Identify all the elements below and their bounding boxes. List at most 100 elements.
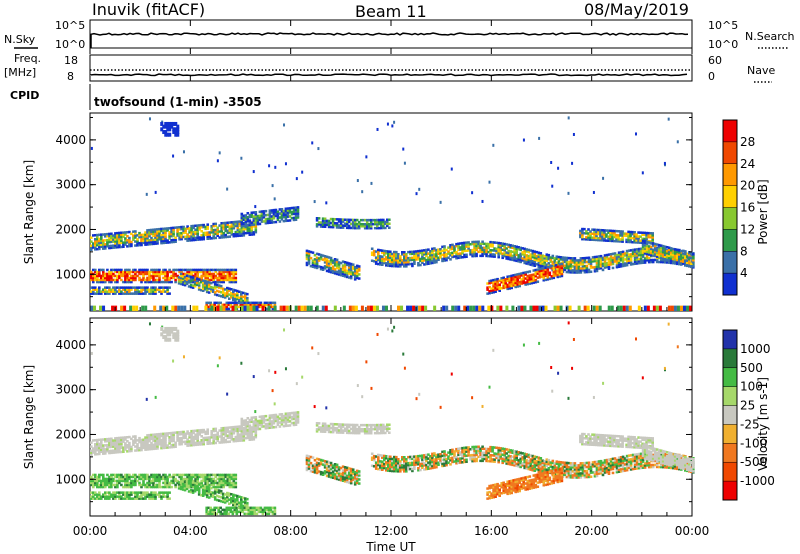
power-cell — [649, 260, 653, 264]
power-cell — [230, 276, 234, 280]
power-cell — [475, 254, 478, 258]
power-cell — [210, 278, 213, 282]
power-cell — [136, 238, 139, 241]
power-cell — [180, 268, 183, 272]
power-cell — [665, 246, 669, 249]
power-cell — [118, 290, 121, 293]
velocity-cell — [391, 465, 394, 469]
power-cell — [502, 278, 505, 281]
velocity-cell — [216, 435, 219, 438]
power-cell — [337, 263, 341, 266]
power-cell — [240, 305, 244, 311]
velocity-cell — [379, 466, 382, 469]
velocity-cell — [367, 428, 371, 431]
power-cell — [142, 278, 145, 282]
power-cell — [349, 268, 353, 272]
velocity-cell — [333, 427, 337, 430]
velocity-cell — [220, 439, 223, 442]
power-cell — [423, 259, 426, 262]
velocity-cell — [491, 454, 494, 457]
power-cell — [649, 234, 652, 237]
power-cell — [110, 276, 113, 280]
power-cell — [429, 260, 432, 263]
power-cell — [647, 235, 650, 239]
power-cell — [170, 240, 173, 244]
power-cell — [226, 276, 230, 280]
velocity-cell — [242, 421, 246, 424]
power-cell — [126, 241, 129, 244]
power-cell — [280, 216, 284, 219]
power-cell — [435, 258, 438, 262]
power-cell — [688, 262, 691, 265]
power-cell — [409, 250, 412, 254]
power-cell — [370, 251, 374, 254]
power-cell — [529, 261, 533, 264]
velocity-cell — [268, 426, 272, 429]
power-cell — [499, 244, 502, 247]
power-cell — [619, 238, 622, 241]
power-cell — [250, 215, 254, 218]
power-cell — [283, 123, 286, 127]
power-cell — [132, 278, 135, 282]
velocity-cell — [353, 429, 357, 433]
power-cell — [160, 286, 163, 289]
power-cell — [403, 265, 406, 268]
velocity-cell — [296, 415, 300, 418]
velocity-cell — [90, 441, 93, 444]
power-cell — [684, 258, 687, 262]
power-cell — [116, 280, 119, 284]
power-cell — [453, 245, 456, 248]
power-cell — [671, 255, 675, 259]
velocity-cell — [232, 440, 236, 443]
velocity-cell — [381, 464, 384, 467]
power-cell — [273, 303, 277, 307]
velocity-cell — [417, 467, 420, 470]
power-cell — [506, 277, 509, 281]
power-cell — [238, 230, 242, 233]
velocity-cell — [501, 449, 504, 452]
velocity-cell — [170, 433, 173, 437]
velocity-cell — [202, 442, 205, 446]
velocity-cell — [108, 449, 111, 453]
power-cell — [475, 252, 478, 256]
power-cell — [164, 276, 167, 280]
power-cell — [226, 268, 230, 272]
velocity-cell — [232, 427, 236, 431]
power-cell — [609, 237, 612, 241]
velocity-cell — [234, 425, 238, 429]
power-cell — [400, 305, 404, 311]
power-cell — [220, 274, 223, 278]
velocity-cell — [371, 427, 375, 431]
power-cell — [154, 274, 157, 278]
power-cell — [196, 226, 199, 229]
power-cell — [184, 227, 187, 230]
power-cell — [449, 246, 452, 249]
power-cell — [617, 253, 621, 256]
velocity-cell — [527, 459, 531, 463]
power-cell — [621, 232, 624, 235]
velocity-cell — [389, 457, 392, 460]
power-cell — [140, 286, 143, 289]
velocity-cell — [409, 455, 412, 459]
power-cell — [421, 255, 424, 258]
velocity-cell — [100, 438, 103, 441]
power-cell — [124, 276, 127, 280]
velocity-cell — [399, 460, 402, 463]
power-cell — [341, 264, 345, 267]
power-cell — [493, 241, 496, 244]
power-cell — [637, 231, 640, 234]
power-cell — [417, 258, 420, 261]
power-cell — [179, 276, 183, 280]
power-cell — [653, 252, 657, 256]
power-cell — [200, 236, 203, 239]
velocity-cell — [110, 437, 113, 440]
velocity-cell — [373, 431, 377, 435]
power-cell — [583, 271, 587, 274]
velocity-cell — [190, 435, 193, 439]
power-cell — [505, 255, 508, 258]
power-cell — [120, 235, 123, 239]
power-cell — [522, 273, 525, 277]
power-cell — [250, 229, 254, 232]
velocity-cell — [377, 461, 380, 465]
power-cell — [102, 270, 105, 274]
